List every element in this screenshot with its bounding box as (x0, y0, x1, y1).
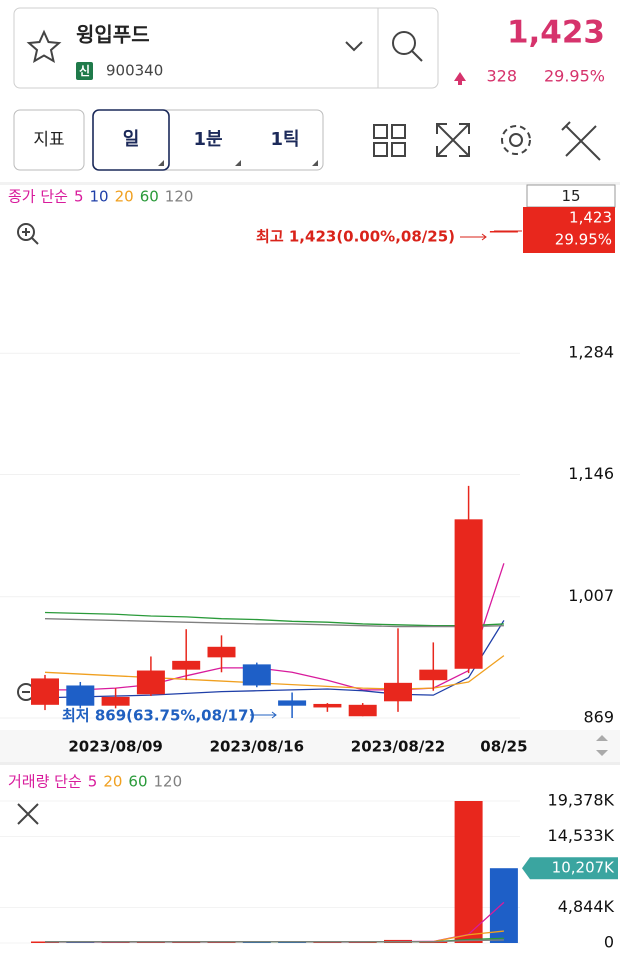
candle-body (384, 682, 412, 702)
y-tick-label: 1,284 (568, 343, 614, 362)
high-annotation: 최고 1,423(0.00%,08/25) (256, 228, 455, 246)
ma-line (44, 655, 505, 690)
favorite-icon[interactable] (26, 29, 62, 64)
legend-entry: 5 (74, 188, 84, 206)
candle-body (31, 678, 59, 705)
price-tag-value: 1,423 (569, 209, 612, 227)
fullscreen-icon[interactable] (436, 123, 470, 157)
y-tick-label: 14,533K (548, 826, 615, 845)
candle-body (419, 669, 448, 681)
legend-title: 종가 단순 (8, 188, 68, 206)
price-change-pct: 29.95% (544, 67, 605, 86)
legend-title: 거래량 단순 (8, 773, 82, 791)
close-volume-icon[interactable] (17, 803, 39, 825)
ma-line (45, 901, 505, 943)
x-axis-band (0, 730, 620, 762)
y-tick-label: 1,146 (568, 464, 614, 483)
low-annotation: 최저 869(63.75%,08/17) (62, 707, 255, 725)
y-tick-label: 4,844K (558, 897, 615, 916)
price-tag-pct: 29.95% (555, 231, 612, 249)
stock-name: 윙입푸드 (76, 23, 150, 47)
ma-line (45, 939, 504, 943)
up-arrow (454, 72, 466, 85)
legend-entry: 60 (128, 773, 147, 791)
y-tick-label: 869 (583, 708, 614, 727)
x-tick-label: 2023/08/16 (210, 738, 304, 756)
candle-body (348, 704, 377, 717)
ma-line (45, 930, 504, 943)
volume-tag-value: 10,207K (552, 859, 615, 877)
period-selected[interactable] (92, 109, 170, 171)
legend-entry: 120 (165, 188, 194, 206)
chart-layer: 종가 단순 5 10 20 60 120 869 1,007 1,146 1,284 2023/08… (0, 188, 618, 952)
ma-line (44, 618, 504, 628)
legend-entry: 120 (154, 773, 183, 791)
search-box[interactable] (13, 7, 439, 89)
legend-entry: 60 (140, 188, 159, 206)
indicator-label: 지표 (33, 130, 64, 150)
stock-code: 900340 (106, 62, 163, 80)
search-icon[interactable] (392, 31, 416, 55)
settings-icon[interactable] (501, 125, 531, 155)
layout-icon[interactable] (373, 124, 406, 157)
candle-body (278, 700, 307, 706)
volume-bar (454, 801, 483, 943)
separator (0, 182, 620, 185)
current-price: 1,423 (507, 15, 605, 51)
low-arrow (250, 711, 277, 719)
scroll-arrows[interactable] (596, 735, 608, 756)
legend-entry: 20 (115, 188, 134, 206)
x-tick-label: 08/25 (480, 738, 527, 756)
period-minute[interactable]: 1분 (193, 129, 222, 150)
high-arrow (460, 233, 487, 241)
period-day[interactable]: 일 (123, 129, 140, 150)
candle-body (101, 696, 130, 706)
period-tick[interactable]: 1틱 (270, 129, 299, 150)
badge-bg (76, 62, 93, 80)
candle-body (207, 646, 236, 658)
candle-body (242, 664, 271, 686)
dropdown-icon[interactable] (345, 41, 363, 52)
zoom-icon[interactable] (17, 223, 39, 245)
candle-body (136, 670, 165, 695)
x-tick-label: 2023/08/09 (68, 738, 162, 756)
search-icon-handle (411, 50, 423, 62)
legend-entry: 20 (103, 773, 122, 791)
tools-icon[interactable] (561, 121, 601, 161)
candle-body (489, 231, 518, 233)
volume-tag (522, 857, 618, 880)
ma-line (44, 620, 505, 699)
candle-body (313, 703, 342, 708)
candle-body (454, 519, 483, 669)
x-tick-label: 2023/08/22 (351, 738, 445, 756)
y-tick-label: 19,378K (548, 791, 615, 810)
candle-body (66, 685, 95, 706)
y-tick-label: 0 (604, 933, 614, 952)
count: 15 (561, 187, 580, 205)
ma-line (44, 611, 504, 627)
indicator-button[interactable] (13, 109, 85, 171)
candle-body (172, 660, 201, 670)
price-tag (523, 207, 615, 253)
volume-bar (489, 868, 518, 943)
legend-entry: 10 (90, 188, 109, 206)
period-corners (158, 160, 318, 166)
legend-entry: 5 (88, 773, 98, 791)
price-change: 328 (486, 67, 517, 86)
badge: 신 (79, 63, 90, 78)
y-tick-label: 1,007 (568, 586, 614, 605)
separator (0, 762, 620, 765)
